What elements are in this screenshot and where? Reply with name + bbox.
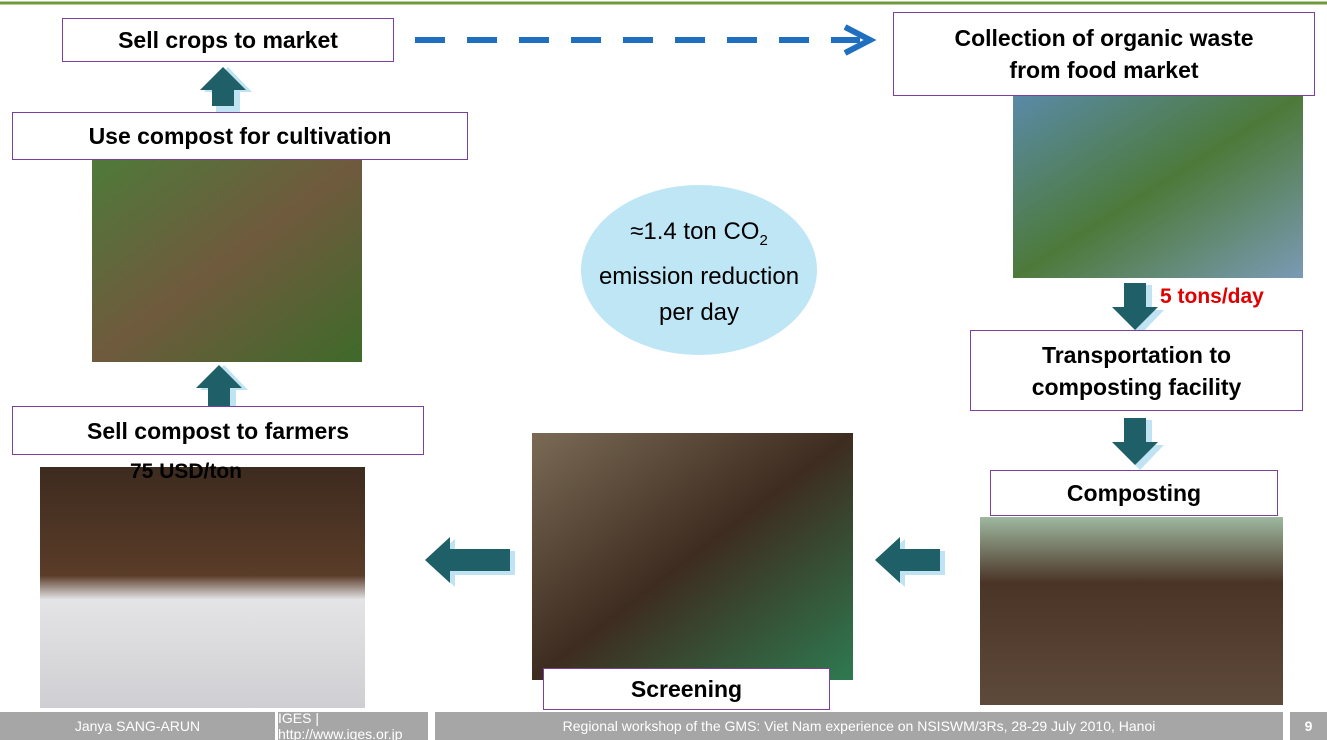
footer-author: Janya SANG-ARUN bbox=[0, 712, 275, 740]
node: Use compost for cultivation bbox=[12, 112, 468, 160]
node-label: composting facility bbox=[1032, 371, 1242, 403]
slide: Sell crops to market Collection of organ… bbox=[0, 0, 1327, 740]
node: Composting bbox=[990, 470, 1278, 516]
photo-compost bbox=[980, 517, 1283, 705]
node: Sell compost to farmers bbox=[12, 406, 424, 455]
node: Sell crops to market bbox=[62, 18, 394, 62]
photo-sacks bbox=[40, 467, 365, 708]
footer-event: Regional workshop of the GMS: Viet Nam e… bbox=[435, 712, 1283, 740]
photo-waste bbox=[1013, 95, 1303, 278]
photo-field bbox=[92, 160, 362, 362]
node-label: Sell compost to farmers bbox=[87, 415, 349, 447]
page-number: 9 bbox=[1290, 712, 1327, 740]
node-label: from food market bbox=[1009, 54, 1198, 86]
node-label: Screening bbox=[631, 673, 742, 705]
node: Screening bbox=[543, 668, 830, 710]
subscript: 2 bbox=[759, 232, 767, 249]
node-label: Sell crops to market bbox=[118, 24, 338, 56]
ellipse-text: ≈1.4 ton CO2 emission reduction per day bbox=[581, 214, 817, 331]
ellipse-line: per day bbox=[581, 295, 817, 331]
node-label: Collection of organic waste bbox=[954, 22, 1253, 54]
node-label: Composting bbox=[1067, 477, 1201, 509]
ellipse-text-part: ≈1.4 ton CO bbox=[630, 218, 759, 245]
price-note: 75 USD/ton bbox=[130, 460, 242, 484]
footer-org: IGES | http://www.iges.or.jp bbox=[278, 712, 428, 740]
node-label: Use compost for cultivation bbox=[89, 120, 392, 152]
node-label: Transportation to bbox=[1042, 339, 1231, 371]
photo-screening bbox=[532, 433, 853, 680]
ellipse-line: ≈1.4 ton CO2 bbox=[581, 214, 817, 259]
rate-note: 5 tons/day bbox=[1160, 285, 1264, 309]
ellipse-line: emission reduction bbox=[581, 259, 817, 295]
